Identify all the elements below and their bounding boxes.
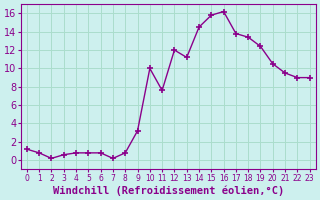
- X-axis label: Windchill (Refroidissement éolien,°C): Windchill (Refroidissement éolien,°C): [53, 185, 284, 196]
